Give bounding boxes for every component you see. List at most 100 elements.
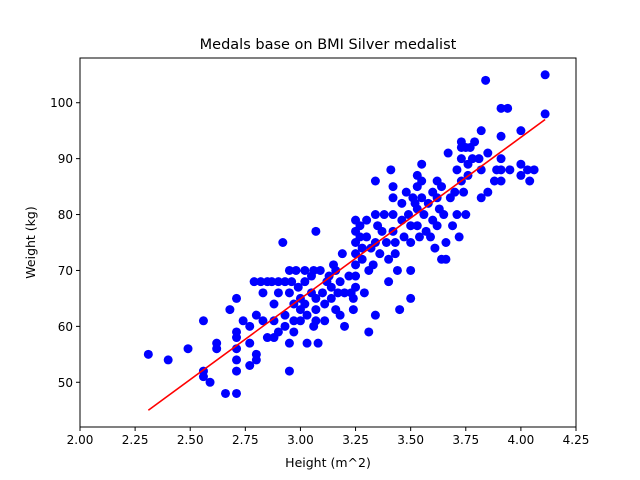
- chart-title: Medals base on BMI Silver medalist: [200, 37, 457, 53]
- x-tick-label: 4.25: [563, 433, 590, 447]
- data-point: [390, 238, 400, 247]
- y-tick-label: 80: [58, 208, 73, 222]
- data-point: [540, 70, 550, 80]
- data-point: [284, 338, 294, 348]
- data-point: [540, 109, 550, 119]
- data-point: [359, 288, 369, 298]
- data-point: [370, 310, 380, 320]
- data-point: [417, 176, 427, 186]
- data-point: [489, 176, 499, 186]
- data-point: [311, 305, 321, 315]
- data-point: [476, 193, 486, 203]
- x-tick-label: 2.50: [177, 433, 204, 447]
- data-point: [335, 310, 345, 320]
- data-point: [414, 232, 424, 242]
- data-point: [516, 159, 526, 169]
- x-tick-label: 3.25: [342, 433, 369, 447]
- data-point: [302, 310, 312, 320]
- data-point: [238, 316, 248, 326]
- data-point: [232, 355, 242, 365]
- data-point: [300, 299, 310, 309]
- data-point: [395, 305, 405, 315]
- data-point: [368, 260, 378, 270]
- data-point: [205, 377, 215, 387]
- y-axis-ticks: 50 60 70 80 90 100: [50, 96, 80, 390]
- data-point: [496, 154, 506, 164]
- data-point: [456, 154, 466, 164]
- data-point: [225, 305, 235, 315]
- data-point: [426, 232, 436, 242]
- plot-frame: [79, 57, 577, 428]
- x-tick-label: 3.50: [397, 433, 424, 447]
- data-point: [357, 254, 367, 264]
- data-point: [273, 288, 283, 298]
- data-point: [280, 277, 290, 287]
- data-point: [289, 316, 299, 326]
- data-point: [496, 165, 506, 175]
- data-point: [251, 310, 261, 320]
- data-point: [258, 288, 268, 298]
- data-point: [311, 293, 321, 303]
- data-point: [505, 165, 515, 175]
- data-point: [232, 366, 242, 376]
- data-point: [326, 282, 336, 292]
- data-point: [262, 333, 272, 343]
- data-point: [523, 165, 532, 175]
- data-point: [481, 75, 491, 85]
- data-point: [381, 238, 391, 247]
- data-point: [432, 221, 442, 231]
- data-point: [470, 137, 480, 147]
- data-point: [401, 187, 411, 197]
- x-tick-label: 4.00: [508, 433, 535, 447]
- data-point: [309, 265, 319, 275]
- data-point: [340, 288, 350, 298]
- data-point: [232, 333, 242, 343]
- data-point: [269, 299, 279, 309]
- data-point: [302, 338, 312, 348]
- data-point: [388, 193, 398, 203]
- data-point: [419, 210, 429, 220]
- data-point: [461, 210, 471, 220]
- data-point: [452, 165, 462, 175]
- data-point: [331, 265, 341, 275]
- data-point: [459, 187, 469, 197]
- data-point: [388, 210, 398, 220]
- data-point: [362, 232, 372, 242]
- x-tick-label: 2.75: [232, 433, 259, 447]
- data-point: [439, 210, 449, 220]
- data-point: [450, 187, 460, 197]
- data-point: [267, 277, 277, 287]
- y-tick-label: 70: [58, 264, 73, 278]
- data-point: [320, 299, 330, 309]
- data-point: [143, 349, 153, 359]
- data-point: [355, 221, 365, 231]
- data-point: [284, 288, 294, 298]
- data-point: [397, 198, 407, 208]
- x-tick-label: 3.75: [452, 433, 479, 447]
- data-point: [232, 388, 242, 398]
- data-point: [273, 327, 283, 337]
- data-point: [273, 277, 283, 287]
- data-point: [388, 182, 398, 192]
- data-point: [324, 271, 334, 281]
- data-point: [417, 193, 427, 203]
- data-point: [496, 176, 506, 186]
- data-point: [289, 327, 299, 337]
- data-point: [212, 344, 222, 354]
- data-point: [300, 277, 310, 287]
- data-point: [467, 154, 477, 164]
- x-tick-label: 3.00: [287, 433, 314, 447]
- data-point: [454, 232, 464, 242]
- data-point: [232, 293, 242, 303]
- data-point: [163, 355, 173, 365]
- data-point: [198, 316, 208, 326]
- x-axis-ticks: 2.00 2.25 2.50 2.75 3.00 3.25 3.50 3.75 4.00 4.25: [67, 427, 590, 447]
- data-point: [291, 265, 301, 275]
- data-point: [300, 265, 310, 275]
- x-tick-label: 2.25: [122, 433, 149, 447]
- data-point: [220, 388, 230, 398]
- scatter-points: [143, 70, 550, 398]
- data-point: [370, 210, 380, 220]
- data-point: [245, 321, 255, 331]
- data-point: [441, 254, 451, 264]
